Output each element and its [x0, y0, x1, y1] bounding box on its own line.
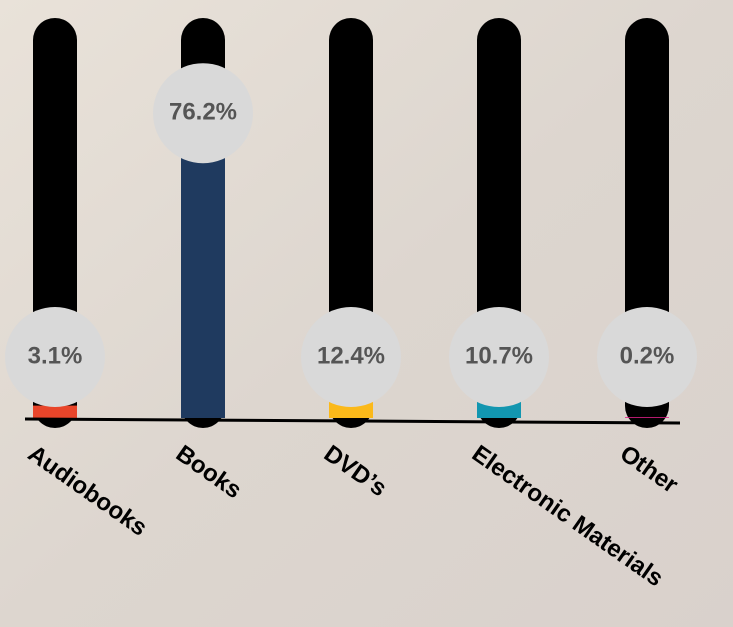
value-bubble	[597, 307, 697, 407]
value-bubble	[153, 63, 253, 164]
value-label: 10.7%	[465, 342, 533, 369]
value-label: 76.2%	[169, 99, 237, 126]
value-bubble	[5, 307, 105, 407]
bar	[625, 417, 669, 418]
value-label: 12.4%	[317, 342, 385, 369]
bar	[33, 405, 77, 418]
value-label: 0.2%	[620, 342, 675, 369]
value-bubble	[449, 307, 549, 407]
value-bubble	[301, 307, 401, 407]
baseline	[24, 417, 681, 425]
value-label: 3.1%	[28, 342, 83, 369]
bar	[181, 113, 225, 418]
